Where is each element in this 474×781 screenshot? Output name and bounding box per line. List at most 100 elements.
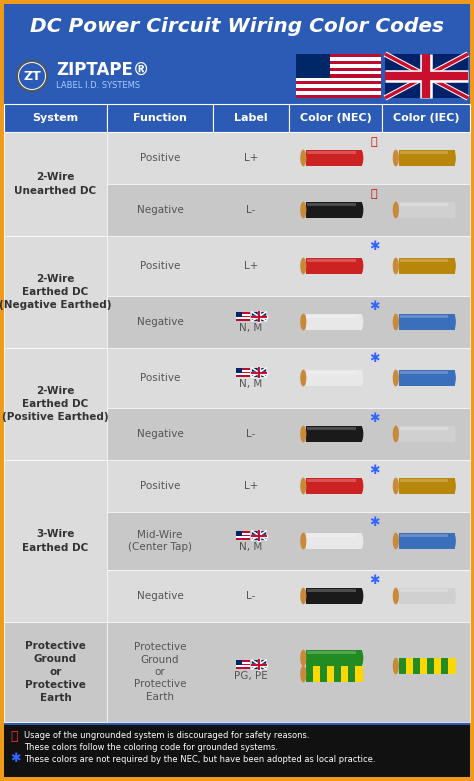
Bar	[4, 622, 107, 722]
Bar	[4, 236, 470, 296]
Ellipse shape	[451, 150, 456, 166]
Circle shape	[18, 62, 46, 90]
Ellipse shape	[451, 202, 456, 218]
Bar	[4, 50, 294, 102]
Bar	[4, 348, 470, 408]
Bar	[236, 312, 250, 314]
Text: Negative: Negative	[137, 205, 183, 215]
Bar	[296, 67, 381, 71]
Ellipse shape	[393, 426, 399, 442]
Text: 2-Wire
Earthed DC
(Negative Earthed): 2-Wire Earthed DC (Negative Earthed)	[0, 274, 112, 310]
Bar	[236, 375, 250, 377]
Bar	[296, 77, 381, 81]
Ellipse shape	[358, 588, 364, 604]
Bar	[4, 104, 107, 132]
Bar	[236, 373, 250, 375]
Text: These colors follow the coloring code for grounded systems.: These colors follow the coloring code fo…	[24, 743, 278, 751]
Bar	[307, 371, 356, 374]
Bar	[348, 666, 356, 682]
Ellipse shape	[451, 478, 456, 494]
Bar	[296, 54, 381, 57]
Text: Positive: Positive	[140, 373, 180, 383]
Text: Negative: Negative	[137, 429, 183, 439]
Bar	[236, 664, 250, 665]
Bar	[307, 203, 356, 206]
Text: 3-Wire
Earthed DC: 3-Wire Earthed DC	[22, 530, 89, 553]
Text: Usage of the ungrounded system is discouraged for safety reasons.: Usage of the ungrounded system is discou…	[24, 732, 310, 740]
Ellipse shape	[393, 533, 399, 549]
Bar	[296, 57, 381, 61]
Bar	[399, 426, 455, 442]
Bar	[236, 662, 250, 664]
Bar	[441, 658, 448, 674]
Bar	[448, 658, 456, 674]
Bar	[306, 258, 363, 274]
Bar	[306, 478, 363, 494]
Text: Mid-Wire
(Center Tap): Mid-Wire (Center Tap)	[128, 530, 192, 552]
Bar	[236, 665, 250, 667]
Ellipse shape	[393, 478, 399, 494]
Ellipse shape	[451, 533, 456, 549]
Text: ✱: ✱	[369, 351, 379, 365]
Bar	[400, 427, 448, 430]
Ellipse shape	[358, 202, 364, 218]
Text: System: System	[32, 113, 79, 123]
Ellipse shape	[358, 370, 364, 386]
Bar	[4, 512, 470, 570]
Text: Function: Function	[133, 113, 187, 123]
Text: N, M: N, M	[239, 542, 263, 552]
Ellipse shape	[358, 666, 364, 682]
Ellipse shape	[300, 650, 306, 666]
Bar	[399, 150, 455, 166]
Text: N, M: N, M	[239, 323, 263, 333]
Text: ZIPTAPE®: ZIPTAPE®	[56, 61, 149, 79]
Bar	[4, 132, 470, 184]
Text: ✱: ✱	[369, 412, 379, 425]
Bar	[306, 370, 363, 386]
Ellipse shape	[300, 369, 306, 387]
Bar	[236, 314, 250, 316]
Bar	[400, 315, 448, 318]
Text: Ⓘ: Ⓘ	[10, 729, 18, 743]
Bar	[385, 54, 468, 98]
Bar	[400, 534, 448, 537]
Text: Negative: Negative	[137, 591, 183, 601]
Text: Positive: Positive	[140, 153, 180, 163]
Ellipse shape	[358, 650, 364, 666]
Bar	[236, 667, 250, 669]
Bar	[307, 315, 356, 318]
Bar	[296, 61, 381, 64]
Text: ✱: ✱	[369, 240, 379, 252]
Ellipse shape	[451, 314, 456, 330]
Bar	[236, 368, 250, 369]
Bar	[236, 369, 250, 372]
Bar	[236, 537, 250, 538]
Bar	[236, 535, 250, 537]
Bar	[399, 314, 455, 330]
Bar	[296, 81, 381, 84]
Bar	[4, 236, 107, 348]
Bar	[307, 259, 356, 262]
Ellipse shape	[300, 533, 306, 549]
Bar	[400, 589, 448, 592]
Bar	[236, 538, 250, 540]
Text: Ⓘ: Ⓘ	[371, 137, 377, 147]
Bar	[307, 589, 356, 592]
Ellipse shape	[300, 478, 306, 494]
Bar	[296, 91, 381, 95]
Bar	[296, 71, 381, 74]
Bar	[236, 368, 242, 373]
Bar	[307, 427, 356, 430]
Bar	[420, 658, 427, 674]
Bar	[252, 312, 266, 321]
Bar	[307, 479, 356, 482]
Text: 2-Wire
Earthed DC
(Positive Earthed): 2-Wire Earthed DC (Positive Earthed)	[2, 386, 109, 423]
Text: ✱: ✱	[369, 573, 379, 587]
Bar	[252, 531, 266, 540]
Bar	[400, 259, 448, 262]
Text: Ⓘ: Ⓘ	[371, 189, 377, 199]
Ellipse shape	[300, 426, 306, 442]
Text: L-: L-	[246, 591, 255, 601]
Bar	[434, 658, 441, 674]
Bar	[236, 531, 250, 533]
